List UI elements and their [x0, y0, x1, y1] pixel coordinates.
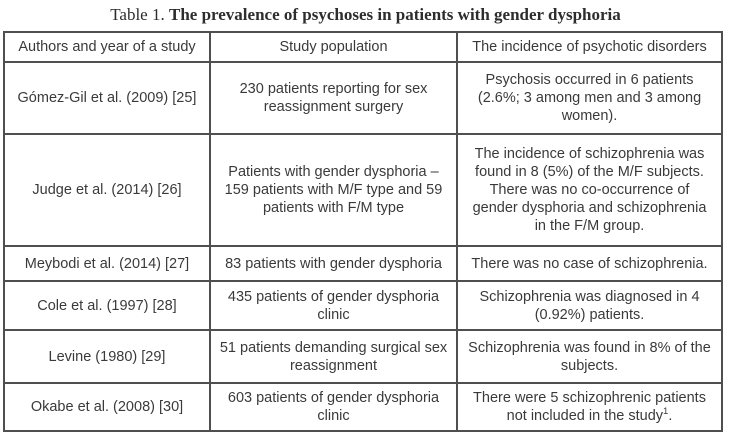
table-row: Okabe et al. (2008) [30] 603 patients of…: [3, 382, 723, 432]
incidence-cell: There was no case of schizophrenia.: [456, 245, 723, 282]
table-row: Judge et al. (2014) [26] Patients with g…: [3, 133, 723, 247]
population-cell: 230 patients reporting for sex reassignm…: [209, 61, 458, 135]
incidence-period: .: [668, 408, 673, 424]
incidence-cell: The incidence of schizophrenia was found…: [456, 133, 723, 247]
header-authors: Authors and year of a study: [3, 31, 211, 63]
authors-cell: Gómez-Gil et al. (2009) [25]: [3, 61, 211, 135]
authors-cell: Levine (1980) [29]: [3, 329, 211, 384]
table-caption: Table 1. The prevalence of psychoses in …: [0, 0, 731, 31]
table-row: Meybodi et al. (2014) [27] 83 patients w…: [3, 245, 723, 282]
population-cell: Patients with gender dysphoria – 159 pat…: [209, 133, 458, 247]
table-header-row: Authors and year of a study Study popula…: [3, 31, 723, 63]
incidence-text: There were 5 schizophrenic patients not …: [473, 390, 706, 424]
footnote-superscript: 1: [663, 406, 669, 418]
incidence-cell: Schizophrenia was diagnosed in 4 (0.92%)…: [456, 280, 723, 331]
table-row: Cole et al. (1997) [28] 435 patients of …: [3, 280, 723, 331]
authors-cell: Meybodi et al. (2014) [27]: [3, 245, 211, 282]
incidence-cell: Schizophrenia was found in 8% of the sub…: [456, 329, 723, 384]
population-cell: 603 patients of gender dysphoria clinic: [209, 382, 458, 432]
table-row: Levine (1980) [29] 51 patients demanding…: [3, 329, 723, 384]
authors-cell: Okabe et al. (2008) [30]: [3, 382, 211, 432]
authors-cell: Judge et al. (2014) [26]: [3, 133, 211, 247]
prevalence-of-psychoses-table: Authors and year of a study Study popula…: [3, 31, 723, 432]
header-incidence: The incidence of psychotic disorders: [456, 31, 723, 63]
table-caption-number: Table 1.: [110, 5, 169, 24]
incidence-cell: There were 5 schizophrenic patients not …: [456, 382, 723, 432]
population-cell: 83 patients with gender dysphoria: [209, 245, 458, 282]
population-cell: 51 patients demanding surgical sex reass…: [209, 329, 458, 384]
incidence-cell: Psychosis occurred in 6 patients (2.6%; …: [456, 61, 723, 135]
table-row: Gómez-Gil et al. (2009) [25] 230 patient…: [3, 61, 723, 135]
header-study-population: Study population: [209, 31, 458, 63]
population-cell: 435 patients of gender dysphoria clinic: [209, 280, 458, 331]
table-caption-title: The prevalence of psychoses in patients …: [168, 5, 621, 24]
authors-cell: Cole et al. (1997) [28]: [3, 280, 211, 331]
